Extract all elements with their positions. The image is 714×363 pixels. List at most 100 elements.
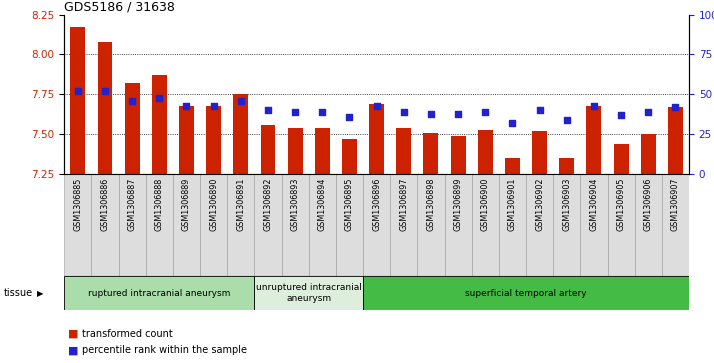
Bar [608, 174, 635, 276]
Point [398, 109, 410, 115]
Bar [363, 276, 689, 310]
Text: GSM1306903: GSM1306903 [563, 177, 571, 231]
Point [72, 88, 84, 94]
Point [235, 98, 246, 104]
Bar [64, 276, 254, 310]
Point [126, 98, 138, 104]
Bar [281, 174, 308, 276]
Bar [640, 134, 655, 174]
Text: tissue: tissue [4, 288, 33, 298]
Text: GSM1306901: GSM1306901 [508, 177, 517, 231]
Point [181, 103, 192, 109]
Bar [559, 158, 574, 174]
Text: GSM1306891: GSM1306891 [236, 177, 246, 231]
Text: GSM1306894: GSM1306894 [318, 177, 327, 231]
Text: GSM1306885: GSM1306885 [74, 177, 82, 231]
Point [289, 109, 301, 115]
Point [588, 103, 600, 109]
Text: GSM1306888: GSM1306888 [155, 177, 164, 231]
Bar [64, 174, 91, 276]
Bar [363, 174, 391, 276]
Bar [119, 174, 146, 276]
Point [154, 95, 165, 101]
Text: ■: ■ [68, 345, 79, 355]
Text: GDS5186 / 31638: GDS5186 / 31638 [64, 0, 175, 13]
Text: GSM1306897: GSM1306897 [399, 177, 408, 231]
Text: ▶: ▶ [37, 289, 44, 298]
Bar [71, 27, 85, 174]
Text: GSM1306905: GSM1306905 [617, 177, 625, 231]
Text: ruptured intracranial aneurysm: ruptured intracranial aneurysm [88, 289, 231, 298]
Bar [668, 107, 683, 174]
Point [643, 109, 654, 115]
Bar [227, 174, 254, 276]
Bar [472, 174, 499, 276]
Bar [423, 133, 438, 174]
Bar [478, 130, 493, 174]
Bar [662, 174, 689, 276]
Text: GSM1306892: GSM1306892 [263, 177, 273, 231]
Text: GSM1306898: GSM1306898 [426, 177, 436, 231]
Bar [179, 106, 194, 174]
Text: superficial temporal artery: superficial temporal artery [466, 289, 587, 298]
Point [670, 104, 681, 110]
Bar [254, 276, 363, 310]
Bar [152, 75, 167, 174]
Point [262, 107, 273, 113]
Text: GSM1306899: GSM1306899 [453, 177, 463, 231]
Bar [91, 174, 119, 276]
Bar [315, 128, 330, 174]
Text: GSM1306900: GSM1306900 [481, 177, 490, 231]
Text: unruptured intracranial
aneurysm: unruptured intracranial aneurysm [256, 284, 362, 303]
Text: GSM1306904: GSM1306904 [590, 177, 598, 231]
Bar [526, 174, 553, 276]
Text: GSM1306896: GSM1306896 [372, 177, 381, 231]
Point [561, 117, 573, 123]
Bar [391, 174, 418, 276]
Bar [288, 128, 303, 174]
Bar [308, 174, 336, 276]
Text: GSM1306907: GSM1306907 [671, 177, 680, 231]
Bar [254, 174, 281, 276]
Point [316, 109, 328, 115]
Bar [125, 83, 140, 174]
Text: GSM1306906: GSM1306906 [644, 177, 653, 231]
Point [507, 120, 518, 126]
Bar [369, 104, 384, 174]
Text: GSM1306886: GSM1306886 [101, 177, 109, 231]
Bar [418, 174, 445, 276]
Bar [261, 125, 276, 174]
Bar [445, 174, 472, 276]
Bar [173, 174, 200, 276]
Point [99, 88, 111, 94]
Point [453, 111, 464, 117]
Bar [505, 158, 520, 174]
Bar [553, 174, 580, 276]
Bar [342, 139, 357, 174]
Bar [532, 131, 547, 174]
Text: GSM1306889: GSM1306889 [182, 177, 191, 231]
Text: GSM1306893: GSM1306893 [291, 177, 300, 231]
Point [534, 107, 545, 113]
Text: GSM1306902: GSM1306902 [535, 177, 544, 231]
Point [208, 103, 219, 109]
Text: GSM1306887: GSM1306887 [128, 177, 136, 231]
Text: GSM1306890: GSM1306890 [209, 177, 218, 231]
Point [371, 103, 383, 109]
Text: percentile rank within the sample: percentile rank within the sample [82, 345, 247, 355]
Bar [499, 174, 526, 276]
Text: transformed count: transformed count [82, 329, 173, 339]
Point [426, 111, 437, 117]
Bar [336, 174, 363, 276]
Point [343, 114, 355, 120]
Bar [206, 106, 221, 174]
Text: GSM1306895: GSM1306895 [345, 177, 354, 231]
Text: ■: ■ [68, 329, 79, 339]
Bar [586, 106, 601, 174]
Bar [233, 94, 248, 174]
Bar [146, 174, 173, 276]
Bar [396, 128, 411, 174]
Bar [451, 136, 466, 174]
Bar [635, 174, 662, 276]
Bar [200, 174, 227, 276]
